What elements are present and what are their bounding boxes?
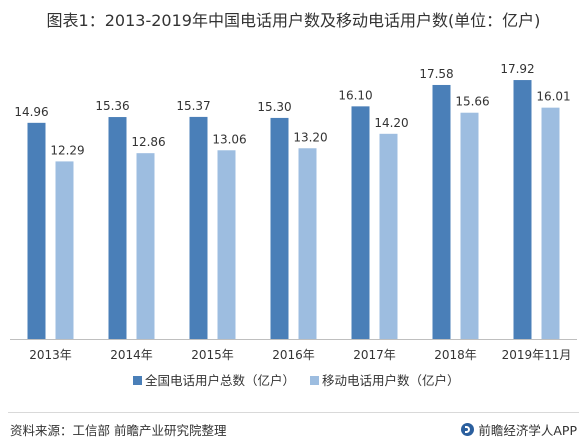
legend-swatch-mobile: [310, 376, 319, 385]
chart-title: 图表1：2013-2019年中国电话用户数及移动电话用户数(单位：亿户): [46, 11, 541, 30]
legend: 全国电话用户总数（亿户） 移动电话用户数（亿户）: [133, 373, 460, 388]
legend-label-total: 全国电话用户总数（亿户）: [145, 373, 295, 388]
x-tick-label-1: 2014年: [110, 348, 153, 362]
value-label-mobile-4: 14.20: [374, 116, 408, 130]
x-tick-label-3: 2016年: [272, 348, 315, 362]
brand-logo-icon: [461, 423, 475, 436]
x-tick-label-4: 2017年: [353, 348, 396, 362]
x-tick-label-5: 2018年: [434, 348, 477, 362]
value-label-total-5: 17.58: [419, 67, 453, 81]
brand-name: 前瞻经济学人APP: [478, 423, 577, 438]
bar-total-2: [189, 116, 208, 339]
value-label-total-6: 17.92: [500, 62, 534, 76]
value-label-total-4: 16.10: [338, 88, 372, 102]
legend-swatch-total: [133, 376, 142, 385]
x-tick-label-2: 2015年: [191, 348, 234, 362]
brand-mark: 前瞻经济学人APP: [461, 420, 577, 439]
value-label-total-1: 15.36: [95, 99, 129, 113]
x-tick-label-6: 2019年11月: [502, 348, 572, 362]
bar-total-0: [27, 122, 46, 339]
bar-total-3: [270, 117, 289, 339]
x-tick-label-0: 2013年: [29, 348, 72, 362]
source-note: 资料来源：工信部 前瞻产业研究院整理: [10, 423, 227, 438]
bar-total-6: [513, 80, 532, 339]
value-label-total-0: 14.96: [14, 105, 48, 119]
bar-mobile-3: [298, 148, 317, 339]
value-label-total-3: 15.30: [257, 100, 291, 114]
bars-layer: [27, 80, 560, 340]
bar-mobile-5: [460, 112, 479, 339]
value-labels-layer: 14.96 12.29 15.36 12.86 15.37 13.06 15.30 13.20…: [14, 62, 570, 157]
bar-mobile-6: [541, 107, 560, 339]
bar-mobile-0: [55, 161, 74, 339]
bar-total-4: [351, 106, 370, 339]
value-label-mobile-3: 13.20: [293, 130, 327, 144]
bar-total-5: [432, 84, 451, 340]
legend-label-mobile: 移动电话用户数（亿户）: [322, 373, 460, 388]
value-label-mobile-5: 15.66: [455, 95, 489, 109]
bar-mobile-2: [217, 150, 236, 339]
x-tick-labels-layer: 2013年 2014年 2015年 2016年 2017年 2018年 2019年11月: [29, 348, 571, 362]
value-label-mobile-2: 13.06: [212, 132, 246, 146]
bar-mobile-4: [379, 133, 398, 339]
bar-mobile-1: [136, 153, 155, 339]
footer-divider: [8, 412, 579, 413]
value-label-mobile-6: 16.01: [536, 90, 570, 104]
value-label-mobile-0: 12.29: [50, 143, 84, 157]
value-label-total-2: 15.37: [176, 99, 210, 113]
bar-total-1: [108, 117, 127, 339]
value-label-mobile-1: 12.86: [131, 135, 165, 149]
